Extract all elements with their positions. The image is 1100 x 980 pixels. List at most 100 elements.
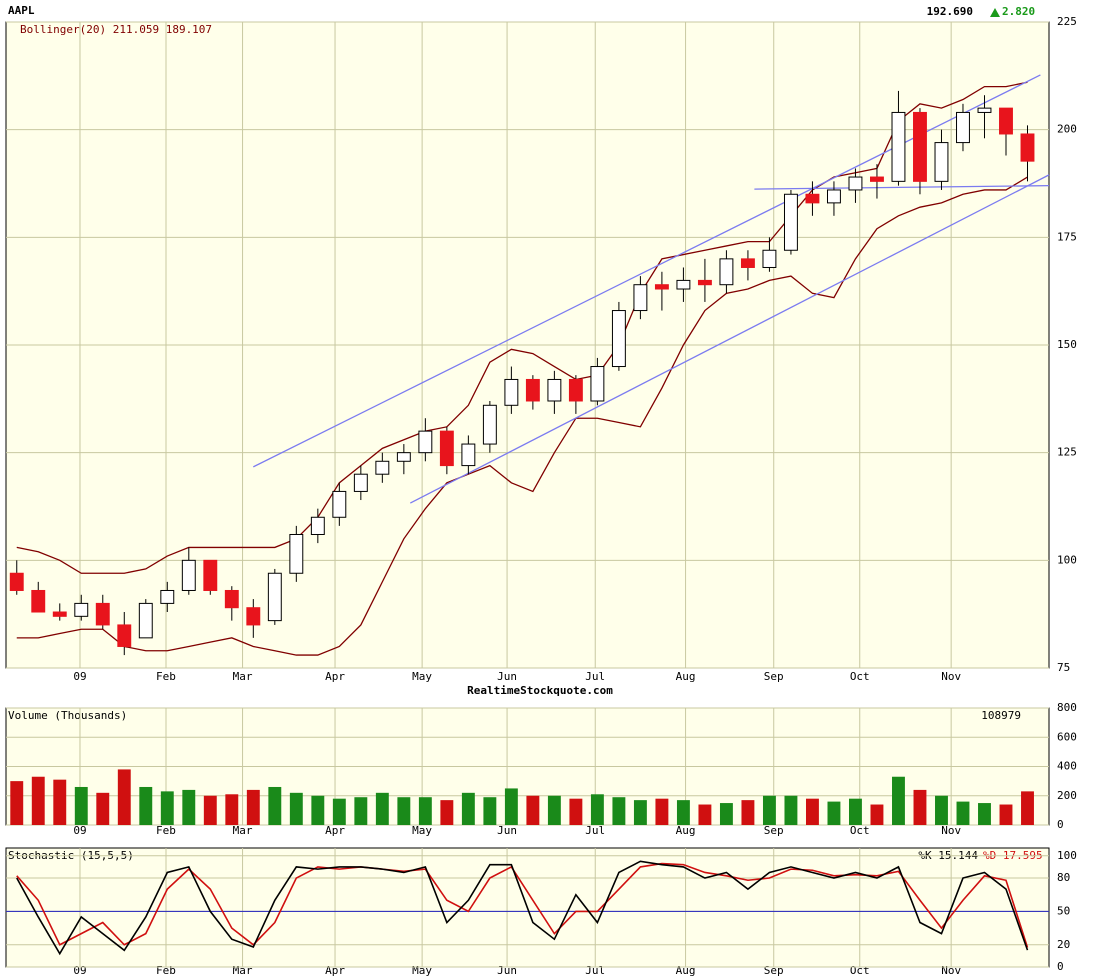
x-tick-label: Mar: [233, 964, 253, 977]
y-tick-label: 100: [1057, 849, 1077, 862]
x-tick-label: Aug: [676, 964, 696, 977]
volume-bar: [354, 797, 368, 825]
candle-body: [375, 460, 390, 475]
y-tick-label: 100: [1057, 553, 1077, 566]
volume-bar: [31, 776, 45, 825]
y-tick-label: 400: [1057, 760, 1077, 773]
candle-body: [138, 602, 153, 639]
candle-body: [633, 284, 648, 312]
indicator-label: Bollinger(20) 211.059 189.107: [20, 23, 212, 36]
candle-body: [95, 602, 110, 626]
candle-body: [654, 284, 669, 290]
volume-bar: [892, 776, 905, 825]
x-tick-label: Jun: [497, 670, 517, 683]
candle-body: [783, 193, 798, 251]
volume-bar: [870, 804, 884, 825]
y-tick-label: 600: [1057, 730, 1077, 743]
y-tick-label: 75: [1057, 661, 1070, 674]
y-tick-label: 800: [1057, 701, 1077, 714]
volume-bar: [418, 797, 432, 825]
x-tick-label: May: [412, 824, 432, 837]
x-tick-label: Mar: [233, 670, 253, 683]
volume-bar: [160, 791, 174, 825]
candle-body: [719, 258, 734, 286]
candle-body: [504, 378, 519, 406]
candle-body: [590, 366, 605, 402]
volume-bar: [1021, 791, 1034, 825]
volume-bar: [440, 800, 454, 825]
x-tick-label: Feb: [156, 964, 176, 977]
candle-body: [353, 473, 368, 492]
x-tick-label: Sep: [764, 824, 784, 837]
candle-body: [289, 533, 304, 574]
x-tick-label: 09: [73, 670, 86, 683]
volume-bar: [655, 798, 669, 825]
volume-bar: [569, 798, 583, 825]
volume-bar: [999, 804, 1013, 825]
stochastic-line: [16, 860, 1029, 956]
volume-bar: [590, 794, 604, 825]
candle-body: [870, 176, 884, 182]
candle-body: [267, 572, 282, 622]
candle-body: [310, 516, 325, 535]
candle-body: [697, 279, 712, 286]
x-tick-label: Mar: [233, 824, 253, 837]
last-price: 192.690: [927, 5, 973, 18]
volume-bar: [741, 800, 755, 825]
x-tick-label: Jun: [497, 824, 517, 837]
x-tick-label: Apr: [325, 964, 345, 977]
candle-body: [913, 111, 927, 182]
candle-body: [611, 310, 626, 368]
x-tick-label: Jul: [585, 824, 605, 837]
candle-body: [439, 430, 454, 467]
x-tick-label: 09: [73, 824, 86, 837]
candle-body: [999, 107, 1013, 135]
candle-body: [676, 279, 691, 290]
x-tick-label: Sep: [764, 964, 784, 977]
candle-body: [848, 176, 863, 191]
candle-body: [977, 107, 992, 113]
volume-bar: [762, 795, 776, 825]
volume-bar: [289, 792, 303, 825]
volume-bar: [827, 801, 841, 825]
x-tick-label: Oct: [850, 670, 870, 683]
volume-bar: [225, 794, 239, 825]
y-tick-label: 80: [1057, 871, 1070, 884]
volume-bar: [849, 798, 862, 825]
x-tick-label: Apr: [325, 670, 345, 683]
volume-bar: [332, 798, 346, 825]
volume-bar: [676, 800, 690, 825]
candle-body: [332, 490, 347, 518]
volume-bar: [935, 795, 948, 825]
candle-body: [31, 589, 46, 613]
x-tick-label: Nov: [941, 670, 961, 683]
x-tick-label: Apr: [325, 824, 345, 837]
candle-body: [203, 559, 218, 591]
volume-bar: [483, 797, 497, 825]
panel-title: Volume (Thousands): [8, 709, 127, 722]
volume-bar: [117, 769, 131, 825]
x-tick-label: Aug: [676, 824, 696, 837]
x-tick-label: Jun: [497, 964, 517, 977]
candle-body: [891, 111, 906, 182]
x-tick-label: Oct: [850, 824, 870, 837]
up-arrow: [990, 8, 1000, 17]
volume-bar: [978, 803, 991, 825]
y-tick-label: 0: [1057, 818, 1064, 831]
volume-bar: [698, 804, 712, 825]
y-tick-label: 125: [1057, 446, 1077, 459]
volume-bar: [182, 789, 196, 825]
x-tick-label: Jul: [585, 670, 605, 683]
x-tick-label: Nov: [941, 824, 961, 837]
volume-bar: [547, 795, 561, 825]
candle-body: [568, 378, 583, 402]
trend-line: [409, 174, 1050, 504]
x-tick-label: Aug: [676, 670, 696, 683]
volume-bar: [311, 795, 325, 825]
volume-bar: [913, 789, 927, 825]
x-tick-label: May: [412, 964, 432, 977]
stochastic-line: [16, 862, 1029, 948]
volume-bar: [956, 801, 970, 825]
x-tick-label: Feb: [156, 824, 176, 837]
